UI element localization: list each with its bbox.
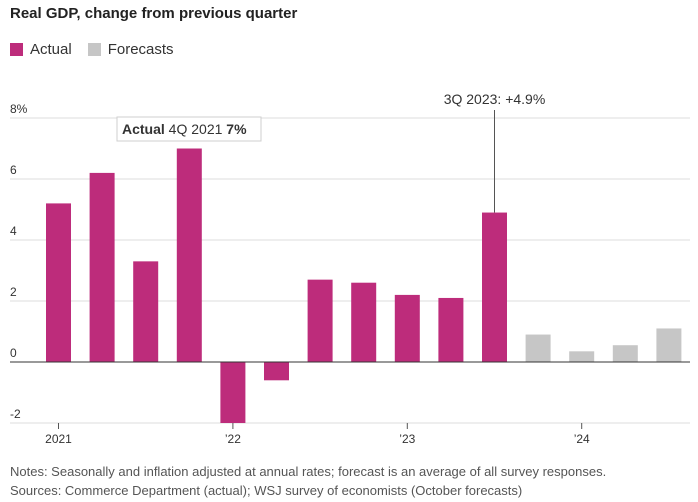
actual-bar <box>220 362 246 423</box>
forecast-bar <box>656 328 682 362</box>
legend-swatch-actual <box>10 43 23 56</box>
y-tick-label: 2 <box>10 285 17 299</box>
legend-item-forecasts: Forecasts <box>87 41 174 58</box>
chart-notes: Notes: Seasonally and inflation adjusted… <box>10 462 606 500</box>
annotation-box <box>116 116 262 142</box>
legend-item-actual: Actual <box>10 41 72 58</box>
actual-bar <box>394 294 420 362</box>
legend: Actual Forecasts <box>10 41 190 58</box>
actual-bar <box>264 362 289 381</box>
actual-bar <box>351 282 377 362</box>
y-tick-label: 0 <box>10 346 17 360</box>
x-tick-label: ’22 <box>225 432 241 446</box>
x-tick-label: ’23 <box>399 432 415 446</box>
x-tick-label: ’24 <box>574 432 590 446</box>
annotation-4q2021-label: Actual 4Q 2021 7% <box>122 121 247 137</box>
y-tick-label: -2 <box>10 407 21 421</box>
chart-title: Real GDP, change from previous quarter <box>10 5 298 22</box>
y-tick-label: 8% <box>10 102 28 116</box>
forecast-bar <box>569 351 595 362</box>
y-tick-label: 6 <box>10 163 17 177</box>
actual-bar <box>133 261 159 362</box>
x-tick-label: 2021 <box>45 432 72 446</box>
legend-label-forecasts: Forecasts <box>107 41 174 58</box>
notes-line: Notes: Seasonally and inflation adjusted… <box>10 464 607 479</box>
legend-label-actual: Actual <box>30 41 72 58</box>
actual-bar <box>307 279 333 362</box>
actual-bar <box>46 203 71 362</box>
forecast-bar <box>612 345 638 362</box>
actual-bar <box>89 172 115 362</box>
y-tick-label: 4 <box>10 224 17 238</box>
gdp-bar-chart: -2 0 2 4 6 8% 2021 ’22 ’23 ’24 Actual 4Q 2021 7% 3Q… <box>10 91 690 446</box>
legend-swatch-forecasts <box>87 43 101 56</box>
annotation-3q2023-label: 3Q 2023: +4.9% <box>444 91 546 107</box>
forecast-bar <box>525 334 551 362</box>
actual-bar <box>438 297 464 362</box>
actual-bar <box>176 148 202 362</box>
sources-line: Sources: Commerce Department (actual); W… <box>10 483 523 498</box>
actual-bar <box>482 212 507 362</box>
